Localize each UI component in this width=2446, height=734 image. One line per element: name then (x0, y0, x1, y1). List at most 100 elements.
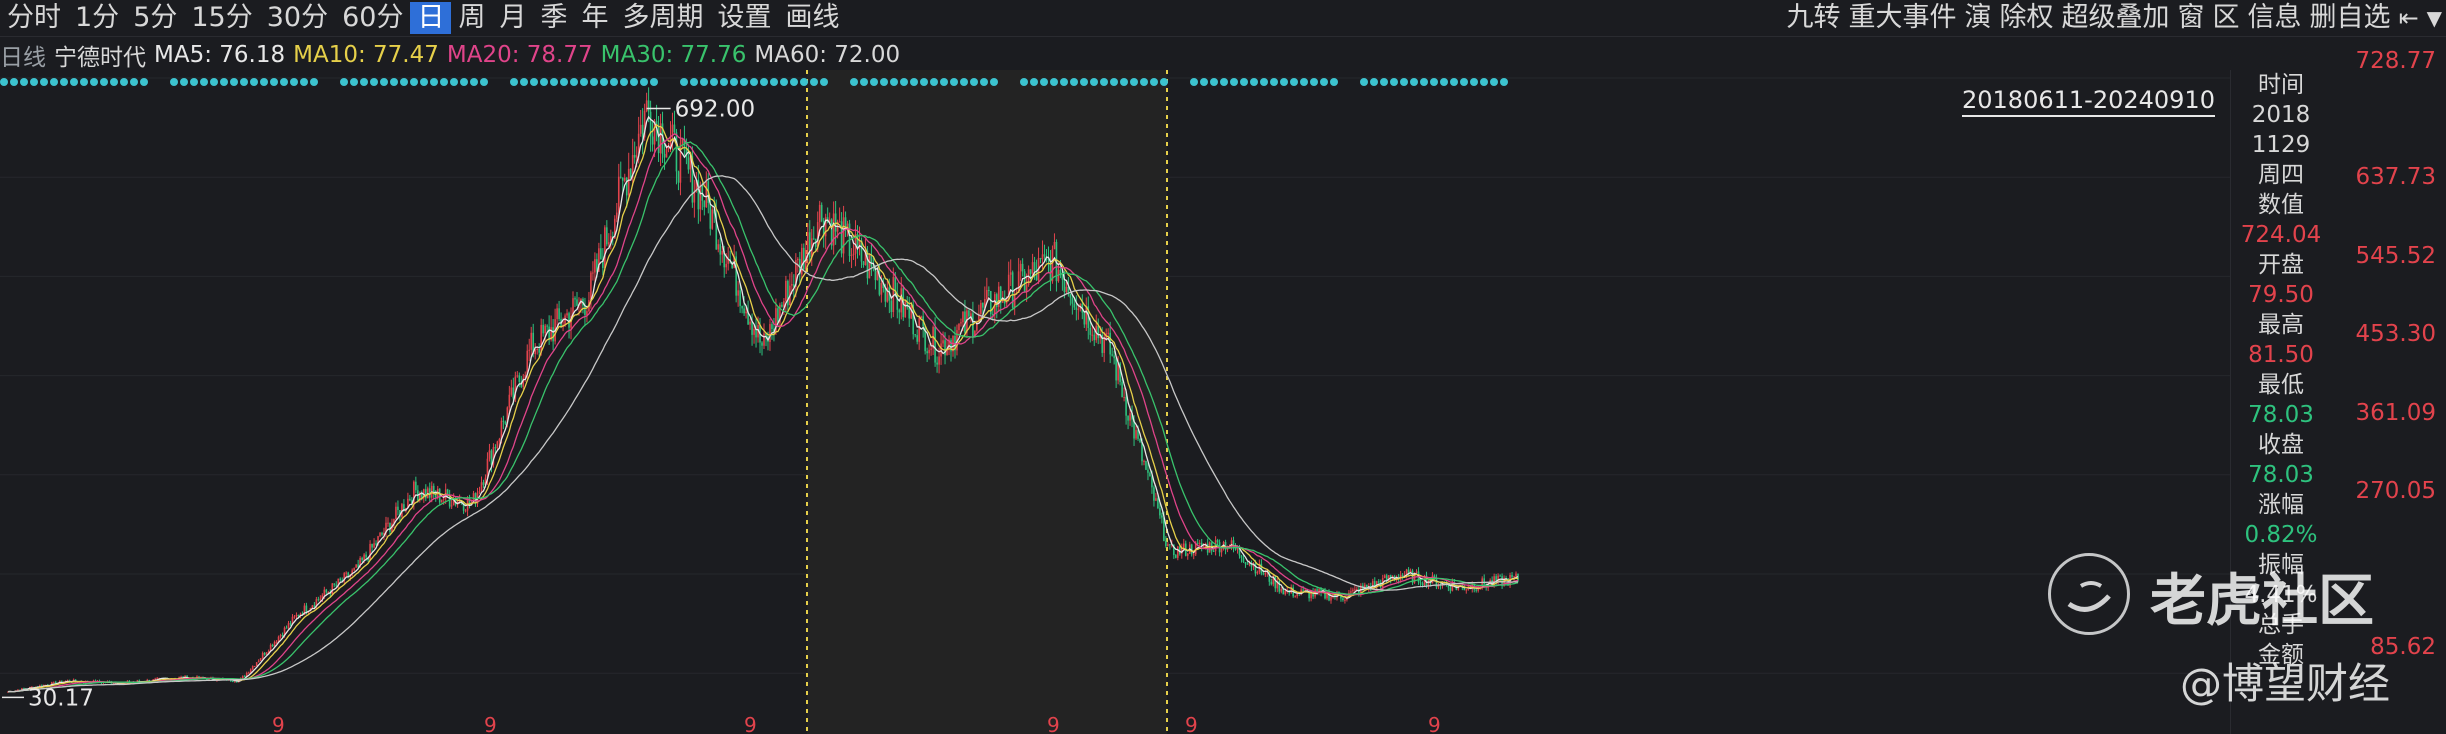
feature-tab-1[interactable]: 重大事件 (1848, 2, 1957, 33)
candle-body (1364, 584, 1366, 589)
event-marker (20, 78, 28, 86)
candle-body (365, 554, 367, 558)
event-marker (0, 78, 8, 86)
candle-body (1019, 263, 1022, 272)
candle-body (265, 652, 268, 655)
candle-body (900, 288, 903, 313)
candle-body (635, 154, 638, 158)
event-marker (480, 78, 488, 86)
candle-body (808, 232, 811, 258)
candle-body (1421, 583, 1424, 586)
period-tab-9[interactable]: 季 (540, 2, 568, 33)
event-marker (740, 78, 748, 86)
selection-region (807, 70, 1167, 734)
period-tab-13[interactable]: 画线 (785, 2, 840, 33)
candle-body (904, 301, 907, 318)
candle-body (1352, 589, 1354, 592)
candle-body (321, 595, 324, 599)
candle-body (1220, 548, 1223, 553)
feature-tab-4[interactable]: 超级叠加 (2061, 2, 2170, 33)
feature-tab-6[interactable]: 区 (2212, 2, 2240, 33)
candle-body (156, 678, 159, 680)
candle-body (1256, 571, 1259, 574)
feature-tab-7[interactable]: 信息 (2247, 2, 2302, 33)
period-tab-4[interactable]: 30分 (266, 2, 329, 33)
feature-tab-3[interactable]: 除权 (1999, 2, 2054, 33)
event-marker (10, 78, 18, 86)
period-tab-11[interactable]: 多周期 (622, 2, 704, 33)
feature-tab-5[interactable]: 窗 (2177, 2, 2205, 33)
candle-body (1447, 584, 1450, 588)
candle-body (749, 321, 751, 325)
candle-body (806, 232, 809, 250)
period-tab-0[interactable]: 分时 (7, 2, 61, 33)
candle-body (7, 691, 9, 693)
period-tab-7[interactable]: 周 (458, 2, 486, 33)
event-marker (1020, 78, 1028, 86)
year-marker: 9 (1185, 713, 1198, 734)
candle-body (241, 676, 244, 679)
period-tab-10[interactable]: 年 (581, 2, 609, 33)
candle-body (498, 439, 501, 442)
event-marker (300, 78, 308, 86)
candle-body (568, 313, 570, 328)
candle-body (261, 653, 264, 659)
candle-body (532, 332, 535, 355)
candle-body (1395, 576, 1398, 581)
candle-body (1276, 580, 1279, 589)
candle-body (997, 286, 1000, 307)
candle-body (544, 325, 546, 334)
candle-body (259, 658, 262, 661)
period-tab-6[interactable]: 日 (410, 2, 452, 34)
candle-body (1139, 438, 1141, 442)
event-marker (1040, 78, 1048, 86)
candle-body (1328, 592, 1330, 601)
candle-body (791, 284, 793, 286)
candle-body (351, 570, 353, 575)
period-tab-12[interactable]: 设置 (717, 2, 772, 33)
candle-body (235, 681, 238, 683)
candle-body (1232, 540, 1235, 548)
period-tabs: 分时 1分 5分 15分 30分 60分日周月季年多周期 设置 画线 (0, 0, 846, 36)
event-marker (450, 78, 458, 86)
candle-body (401, 504, 403, 517)
date-range-label[interactable]: 20180611-20240910 (1962, 86, 2215, 117)
pin-icon[interactable]: ⇤ (2398, 4, 2419, 32)
candle-body (1497, 575, 1499, 583)
event-marker (600, 78, 608, 86)
candle-body (976, 322, 978, 331)
candle-body (950, 339, 952, 352)
event-marker (1060, 78, 1068, 86)
period-tab-3[interactable]: 15分 (191, 2, 253, 33)
dropdown-icon[interactable]: ▼ (2426, 6, 2442, 30)
info-value: 4.41% (2244, 582, 2318, 608)
candle-body (610, 236, 612, 243)
info-panel: 时间 2018 1129 周四 数值 724.04 开盘 79.50 最高 81.50 最低 78.0… (2230, 70, 2331, 734)
candle-body (910, 304, 913, 319)
candle-body (1131, 413, 1133, 420)
candle-body (846, 223, 849, 227)
candle-body (251, 666, 254, 670)
stock-name[interactable]: 宁德时代 (54, 45, 146, 71)
event-marker (1420, 78, 1428, 86)
period-tab-8[interactable]: 月 (499, 2, 527, 33)
candle-body (257, 660, 260, 663)
candle-body (315, 599, 318, 607)
feature-tab-0[interactable]: 九转 (1786, 2, 1841, 33)
kline-chart[interactable]: 692.00 30.17 9 9 9 9 9 9 (0, 70, 2230, 734)
candle-body (295, 614, 298, 617)
candle-body (1157, 498, 1159, 509)
candle-body (586, 311, 588, 315)
candle-body (50, 682, 53, 686)
period-tab-2[interactable]: 5分 (133, 2, 178, 33)
candle-body (1103, 338, 1105, 353)
period-tab-1[interactable]: 1分 (75, 2, 120, 33)
feature-tab-2[interactable]: 演 (1964, 2, 1992, 33)
candle-body (403, 504, 405, 512)
candle-body (1278, 580, 1281, 592)
candle-body (267, 651, 270, 653)
period-tab-5[interactable]: 60分 (342, 2, 404, 33)
candle-body (1009, 272, 1012, 275)
candle-body (1073, 303, 1076, 308)
feature-tab-8[interactable]: 删自选 (2309, 2, 2391, 33)
